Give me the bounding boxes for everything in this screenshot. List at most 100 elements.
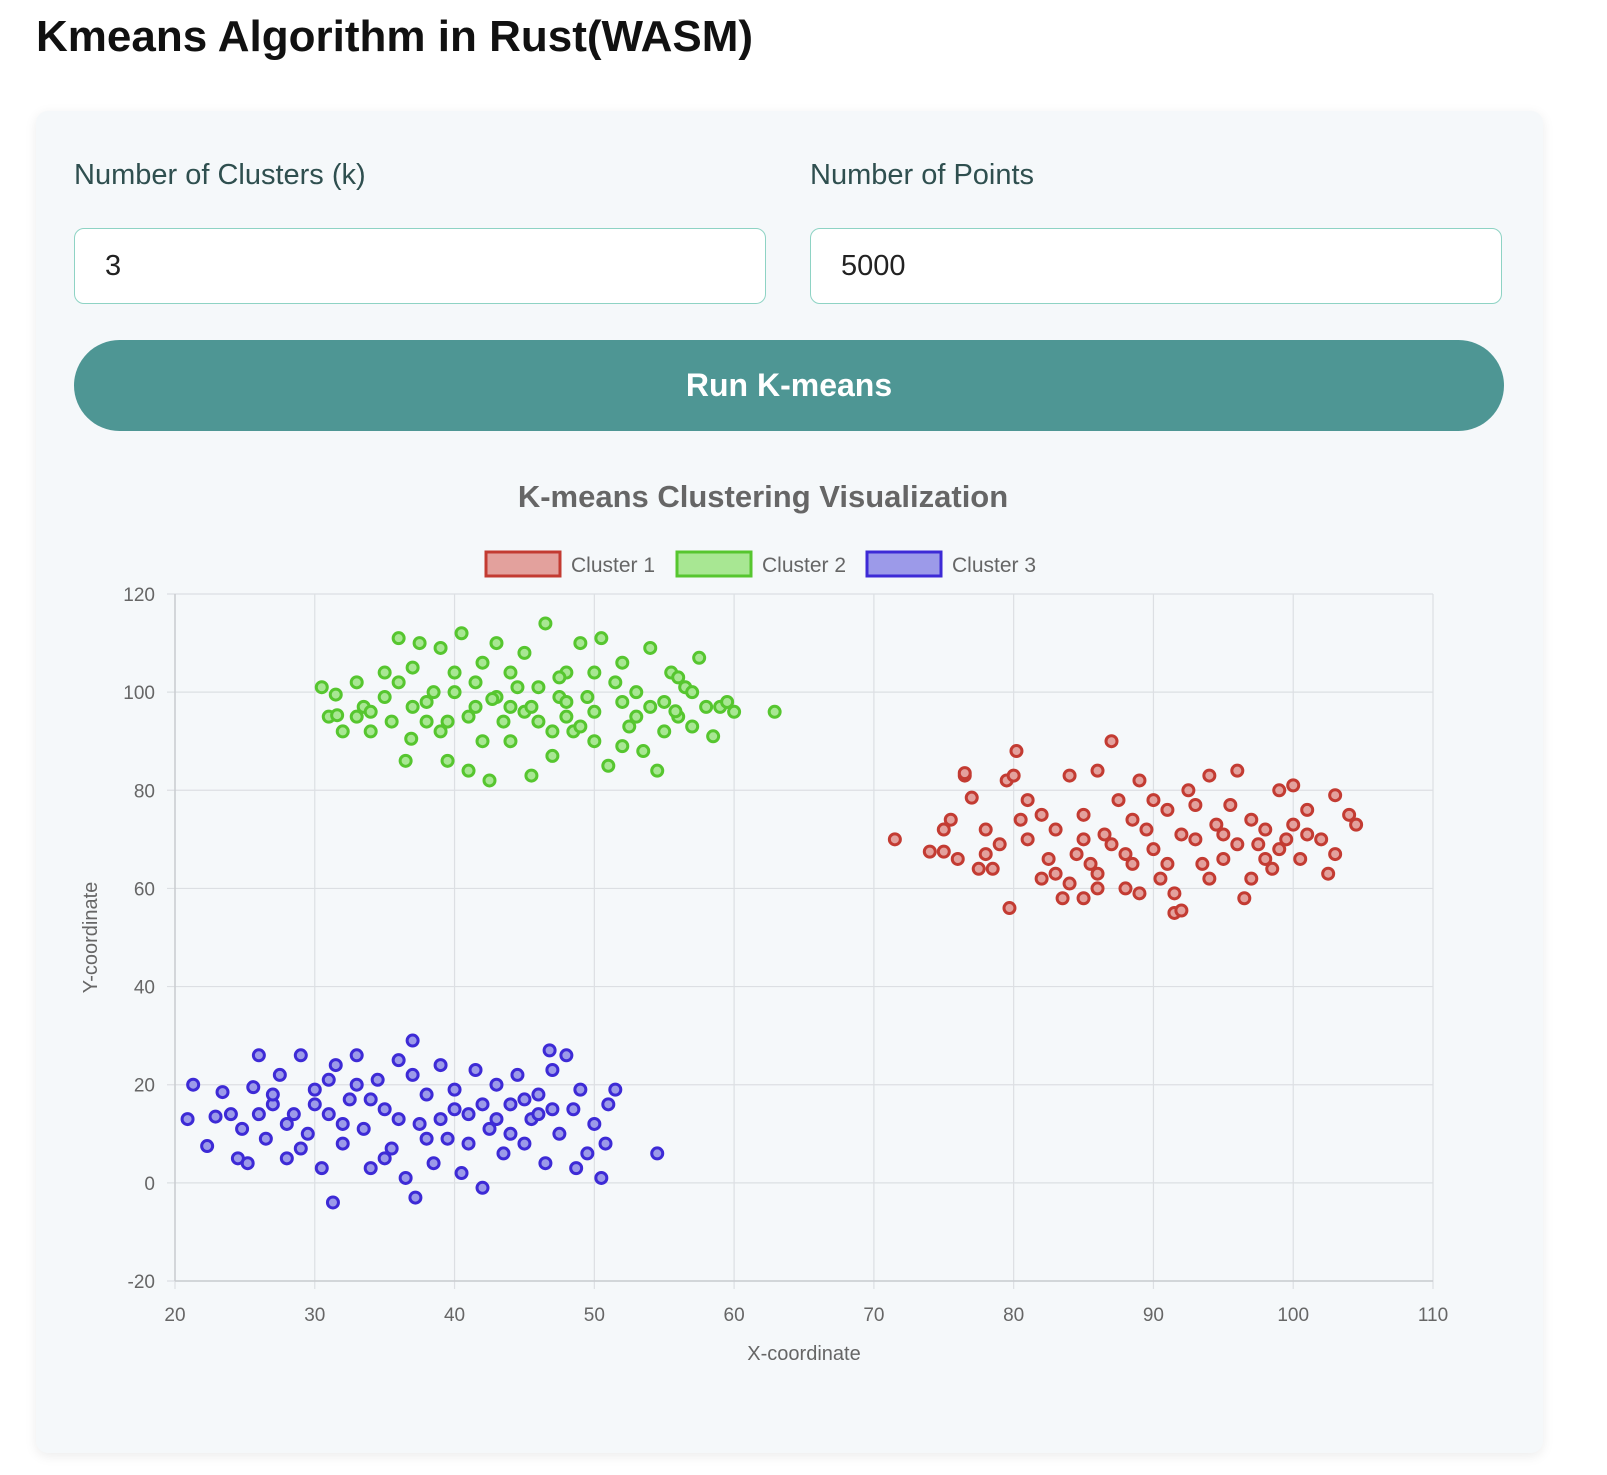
data-point (545, 724, 560, 739)
data-point (542, 1043, 557, 1058)
data-point (767, 704, 782, 719)
data-point (412, 636, 427, 651)
data-point (272, 1067, 287, 1082)
data-point (1111, 793, 1126, 808)
data-point (622, 719, 637, 734)
data-point (1279, 832, 1294, 847)
x-tick-label: 30 (304, 1305, 325, 1326)
data-point (363, 1092, 378, 1107)
legend-label: Cluster 1 (571, 554, 655, 577)
data-point (671, 670, 686, 685)
data-point (330, 708, 345, 723)
data-point (377, 1151, 392, 1166)
data-point (335, 724, 350, 739)
data-point (496, 1146, 511, 1161)
data-point (1202, 768, 1217, 783)
data-point (314, 1161, 329, 1176)
data-point (936, 844, 951, 859)
data-point (440, 714, 455, 729)
data-point (433, 1112, 448, 1127)
data-point (587, 1116, 602, 1131)
data-point (503, 1126, 518, 1141)
data-point (377, 665, 392, 680)
data-point (643, 699, 658, 714)
data-point (405, 699, 420, 714)
data-point (1118, 881, 1133, 896)
data-point (377, 1102, 392, 1117)
data-point (405, 1033, 420, 1048)
chart-title: K-means Clustering Visualization (518, 479, 1008, 514)
data-point (1006, 768, 1021, 783)
y-axis-label: Y-coordinate (80, 882, 102, 994)
data-point (1090, 881, 1105, 896)
points-field: Number of Points (810, 155, 1502, 304)
data-point (279, 1151, 294, 1166)
data-point (706, 729, 721, 744)
points-input[interactable] (810, 228, 1502, 304)
data-point (573, 1082, 588, 1097)
y-tick-label: 80 (134, 781, 155, 802)
data-point (629, 685, 644, 700)
data-point (349, 1048, 364, 1063)
data-point (433, 640, 448, 655)
data-point (573, 636, 588, 651)
data-point (615, 694, 630, 709)
y-tick-label: 0 (144, 1174, 155, 1195)
data-point (419, 1131, 434, 1146)
run-kmeans-button[interactable]: Run K-means (74, 340, 1504, 431)
data-point (1062, 768, 1077, 783)
data-point (349, 675, 364, 690)
data-point (1230, 763, 1245, 778)
data-point (1013, 812, 1028, 827)
data-point (405, 660, 420, 675)
data-point (433, 724, 448, 739)
data-point (279, 1116, 294, 1131)
y-tick-label: -20 (128, 1272, 155, 1293)
data-point (321, 1107, 336, 1122)
data-point (384, 714, 399, 729)
data-point (391, 1112, 406, 1127)
data-point (510, 680, 525, 695)
data-point (1251, 837, 1266, 852)
x-tick-label: 70 (863, 1305, 884, 1326)
data-point (335, 1116, 350, 1131)
data-point (300, 1126, 315, 1141)
data-point (251, 1048, 266, 1063)
data-point (1048, 866, 1063, 881)
x-tick-label: 100 (1277, 1305, 1309, 1326)
data-point (496, 714, 511, 729)
data-point (1076, 807, 1091, 822)
data-point (1009, 744, 1024, 759)
data-point (1062, 876, 1077, 891)
data-point (468, 699, 483, 714)
data-point (1230, 837, 1245, 852)
data-point (538, 616, 553, 631)
data-point (408, 1190, 423, 1205)
data-point (489, 636, 504, 651)
data-point (1002, 901, 1017, 916)
data-point (1020, 793, 1035, 808)
legend-swatch (865, 550, 943, 578)
data-point (1097, 827, 1112, 842)
data-point (246, 1080, 261, 1095)
data-point (1160, 856, 1175, 871)
data-point (985, 861, 1000, 876)
data-point (545, 1062, 560, 1077)
data-point (552, 670, 567, 685)
data-point (615, 739, 630, 754)
y-tick-label: 20 (134, 1076, 155, 1097)
data-point (685, 719, 700, 734)
data-point (321, 1072, 336, 1087)
data-point (594, 1170, 609, 1185)
data-point (531, 680, 546, 695)
data-point (1125, 856, 1140, 871)
data-point (517, 1092, 532, 1107)
clusters-input[interactable] (74, 228, 766, 304)
clusters-label: Number of Clusters (k) (74, 159, 366, 191)
data-point (1020, 832, 1035, 847)
data-point (1328, 847, 1343, 862)
data-point (587, 665, 602, 680)
data-point (594, 631, 609, 646)
data-point (1286, 778, 1301, 793)
data-point (1139, 822, 1154, 837)
